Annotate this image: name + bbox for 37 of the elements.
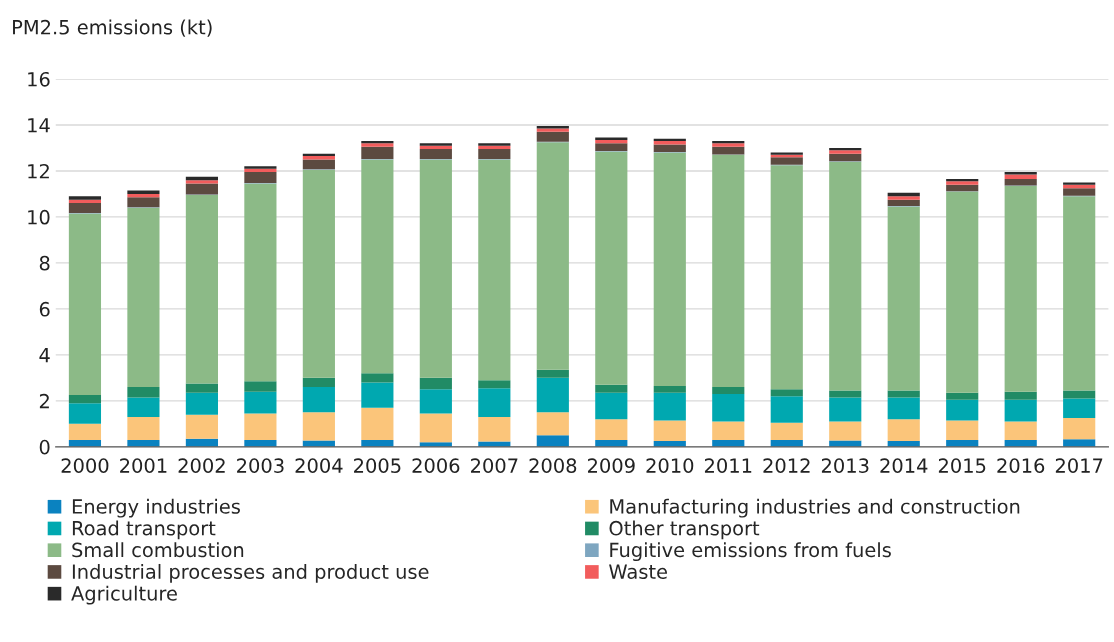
legend-label: Road transport (72, 520, 216, 540)
legend-label: Manufacturing industries and construction (610, 498, 1020, 518)
x-tick-label: 2008 (529, 458, 577, 473)
y-tick-label: 8 (39, 255, 50, 271)
x-tick-label: 2015 (938, 458, 986, 473)
y-tick-label: 12 (28, 163, 49, 179)
legend-label: Fugitive emissions from fuels (610, 542, 891, 562)
y-tick-label: 16 (28, 71, 50, 87)
x-tick-label: 2006 (412, 458, 460, 473)
legend-label: Waste (609, 564, 667, 580)
legend-label: Energy industries (72, 498, 240, 518)
x-tick-label: 2014 (880, 458, 928, 473)
x-tick-label: 2013 (821, 458, 869, 473)
x-tick-label: 2017 (1055, 458, 1103, 473)
x-tick-label: 2007 (471, 458, 518, 473)
x-tick-label: 2004 (295, 458, 343, 473)
y-tick-label: 10 (28, 209, 50, 225)
legend-label: Other transport (609, 520, 760, 540)
y-tick-label: 4 (39, 348, 50, 363)
legend-label: Industrial processes and product use (72, 563, 429, 583)
x-tick-label: 2005 (354, 458, 401, 473)
x-tick-label: 2002 (178, 458, 225, 473)
x-tick-label: 2016 (997, 458, 1045, 473)
legend-label: Small combustion (72, 542, 244, 558)
x-tick-label: 2011 (704, 458, 752, 473)
x-tick-label: 2010 (646, 458, 694, 473)
x-tick-label: 2009 (587, 458, 635, 473)
y-tick-label: 0 (39, 439, 50, 455)
x-tick-label: 2001 (120, 458, 167, 473)
x-tick-label: 2003 (237, 458, 284, 473)
y-tick-label: 2 (39, 393, 49, 409)
y-tick-label: 6 (39, 301, 50, 317)
y-axis-title: PM2.5 emissions (kt) (13, 19, 212, 37)
x-tick-label: 2000 (61, 458, 109, 473)
legend-label: Agriculture (71, 585, 177, 605)
x-tick-label: 2012 (763, 458, 810, 473)
y-tick-label: 14 (28, 118, 50, 133)
